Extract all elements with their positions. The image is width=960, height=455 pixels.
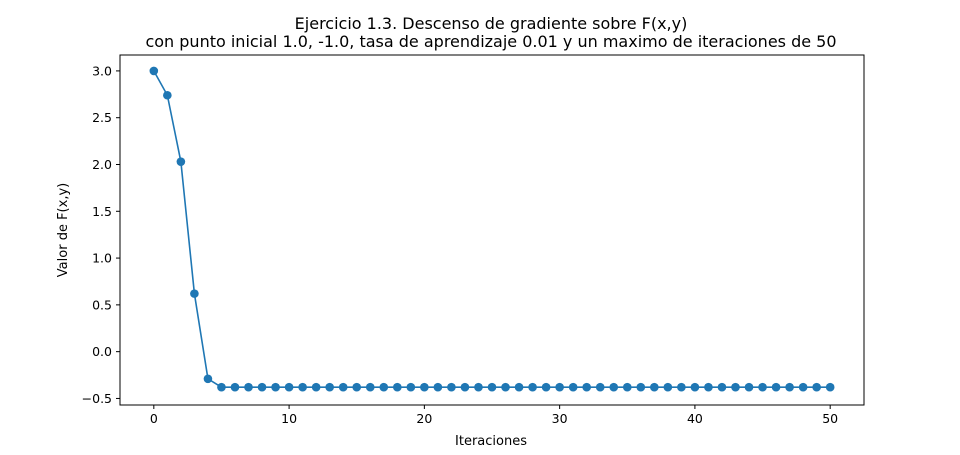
data-point	[704, 382, 713, 392]
data-point	[379, 382, 389, 392]
data-point	[284, 382, 294, 392]
data-point	[690, 382, 700, 392]
data-point	[717, 382, 727, 392]
y-tick-label: 1.0	[92, 251, 112, 266]
series-line	[153, 70, 831, 389]
x-tick-label: 50	[822, 411, 838, 426]
y-axis: −0.5 0.0 0.5 1.0 1.5 2.0 2.5 3.0	[82, 63, 120, 406]
data-point	[325, 382, 334, 392]
y-tick-label: 2.5	[92, 110, 112, 125]
data-point	[758, 382, 767, 392]
y-tick-label: 1.5	[92, 204, 112, 219]
data-point	[528, 382, 537, 392]
data-point	[217, 382, 226, 392]
x-tick-label: 30	[552, 411, 568, 426]
data-point	[514, 382, 524, 392]
data-point	[636, 382, 646, 392]
data-point	[271, 382, 280, 392]
data-point	[677, 382, 686, 392]
data-point	[541, 382, 551, 392]
data-point	[420, 382, 429, 392]
x-axis: 0 10 20 30 40 50	[150, 405, 838, 426]
y-tick-label: 0.5	[92, 297, 112, 312]
data-point	[568, 382, 578, 392]
y-tick-label: 2.0	[92, 157, 112, 172]
data-point	[595, 382, 605, 392]
data-point	[149, 66, 159, 76]
data-point	[460, 382, 470, 392]
data-point	[825, 382, 835, 392]
data-point	[447, 382, 456, 392]
data-point	[501, 382, 510, 392]
data-point	[311, 382, 321, 392]
data-point	[744, 382, 754, 392]
data-point	[622, 382, 632, 392]
data-point	[352, 382, 362, 392]
data-point	[650, 382, 659, 392]
data-point	[393, 382, 402, 392]
data-point	[190, 289, 199, 298]
series-group	[149, 66, 835, 392]
chart-title-line-2: con punto inicial 1.0, -1.0, tasa de apr…	[145, 32, 836, 51]
x-tick-label: 10	[281, 411, 297, 426]
data-point	[555, 382, 564, 392]
plot-area: 0 10 20 30 40 50 −0.5 0.0 0.5 1.0 1.5 2.0 2.5 3.0	[82, 54, 865, 426]
x-tick-label: 20	[416, 411, 432, 426]
x-axis-label: Iteraciones	[455, 434, 527, 449]
data-point	[176, 157, 186, 166]
data-point	[244, 382, 253, 392]
chart-title-line-1: Ejercicio 1.3. Descenso de gradiente sob…	[295, 14, 688, 33]
data-point	[487, 382, 497, 392]
y-axis-label: Valor de F(x,y)	[56, 183, 71, 277]
data-point	[771, 382, 781, 392]
data-point	[433, 382, 443, 392]
data-point	[812, 382, 821, 392]
x-tick-label: 0	[150, 411, 158, 426]
y-tick-label: 0.0	[92, 344, 112, 359]
data-point	[582, 382, 591, 392]
data-point	[406, 382, 416, 392]
data-point	[298, 382, 307, 392]
data-point	[203, 374, 213, 384]
y-tick-label: 3.0	[92, 63, 112, 78]
data-point	[474, 382, 483, 392]
data-point	[609, 382, 619, 392]
data-point	[257, 382, 267, 392]
data-point	[365, 382, 375, 392]
data-point	[785, 382, 794, 392]
data-point	[731, 382, 740, 392]
data-point	[163, 90, 172, 100]
x-tick-label: 40	[687, 411, 703, 426]
plot-frame	[119, 54, 865, 406]
data-point	[338, 382, 348, 392]
y-tick-label: −0.5	[82, 391, 112, 406]
data-point	[798, 382, 808, 392]
data-point	[663, 382, 673, 392]
data-point	[230, 382, 240, 392]
